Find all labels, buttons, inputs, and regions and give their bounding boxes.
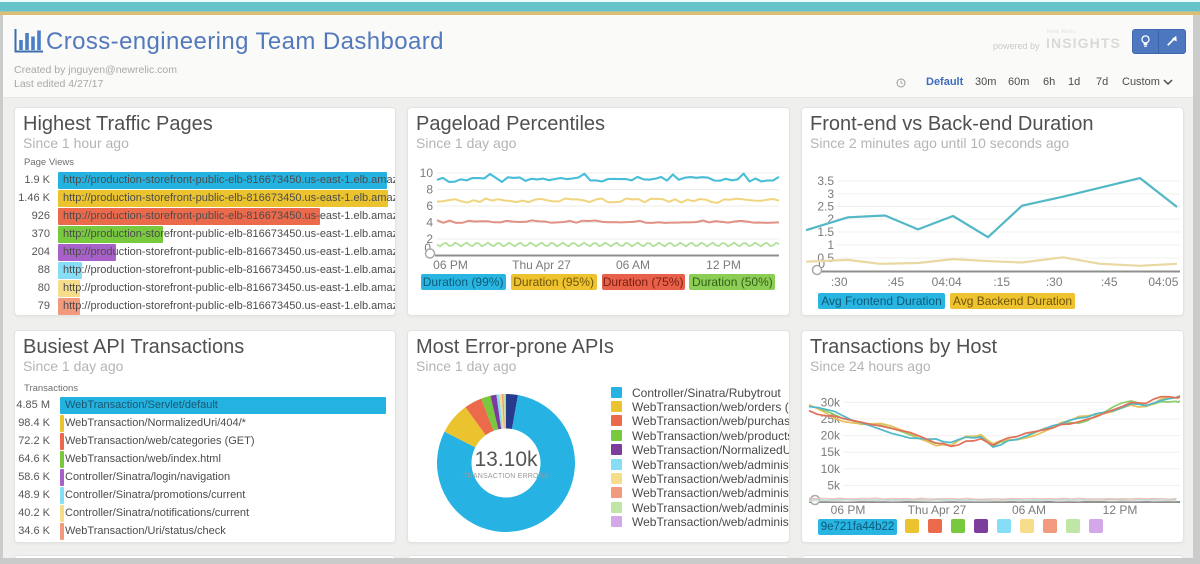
svg-text:0: 0 [818, 257, 825, 271]
svg-text:04:04: 04:04 [932, 275, 962, 289]
svg-text::45: :45 [887, 275, 904, 289]
svg-text:1: 1 [827, 238, 834, 252]
svg-text:4: 4 [426, 216, 433, 230]
svg-text:10k: 10k [821, 462, 841, 476]
svg-text:06 PM: 06 PM [831, 503, 866, 517]
svg-text::15: :15 [993, 275, 1010, 289]
svg-text:15k: 15k [821, 445, 841, 459]
svg-text:06 PM: 06 PM [433, 258, 468, 272]
svg-text:8: 8 [426, 183, 433, 197]
svg-text:20k: 20k [821, 429, 841, 443]
svg-text:06 AM: 06 AM [1012, 503, 1046, 517]
svg-text:10: 10 [420, 166, 434, 180]
svg-text:06 AM: 06 AM [616, 258, 650, 272]
svg-text:1.5: 1.5 [817, 225, 834, 239]
svg-text:6: 6 [426, 199, 433, 213]
svg-text:5k: 5k [827, 478, 841, 492]
svg-text:Thu Apr 27: Thu Apr 27 [512, 258, 571, 272]
svg-text::45: :45 [1101, 275, 1118, 289]
svg-text:3: 3 [827, 187, 834, 201]
svg-text:04:05: 04:05 [1148, 275, 1178, 289]
svg-text:12 PM: 12 PM [706, 258, 741, 272]
svg-text::30: :30 [831, 275, 848, 289]
svg-text:13.10k: 13.10k [474, 448, 538, 471]
svg-text:Thu Apr 27: Thu Apr 27 [908, 503, 967, 517]
svg-text:3.5: 3.5 [817, 174, 834, 188]
svg-text:2: 2 [827, 212, 834, 226]
svg-text:2.5: 2.5 [817, 200, 834, 214]
svg-text:30k: 30k [821, 395, 841, 409]
svg-text:2: 2 [426, 232, 433, 246]
svg-text::30: :30 [1046, 275, 1063, 289]
svg-text:TRANSACTION ERRORS: TRANSACTION ERRORS [463, 473, 549, 480]
svg-text:12 PM: 12 PM [1103, 503, 1138, 517]
svg-text:0: 0 [424, 241, 431, 255]
